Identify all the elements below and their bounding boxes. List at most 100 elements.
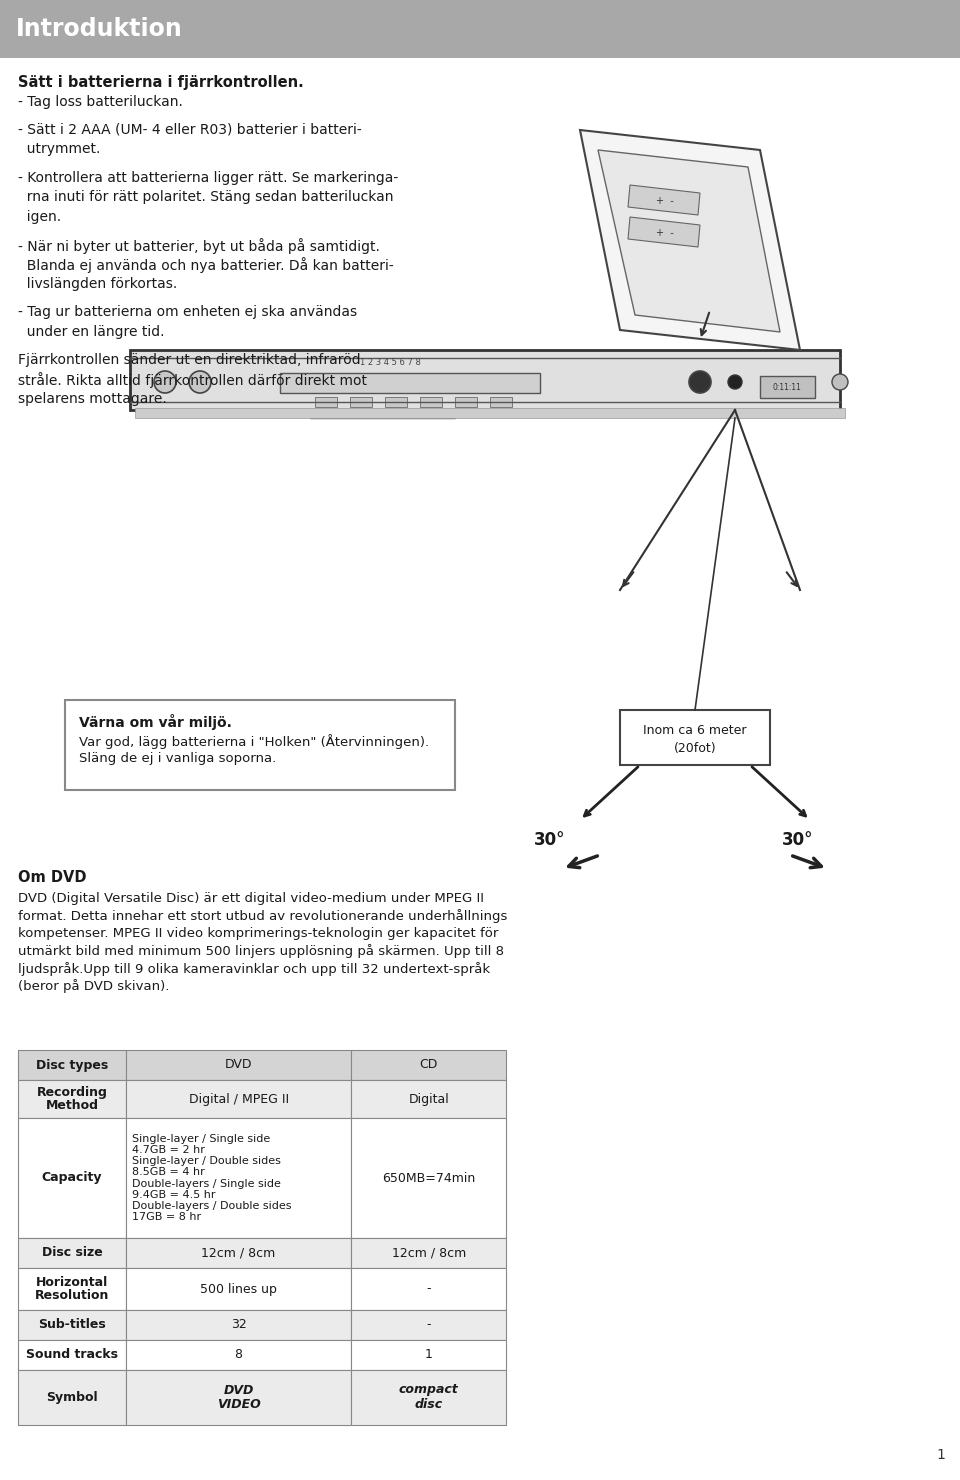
Text: - Tag loss batteriluckan.: - Tag loss batteriluckan. <box>18 95 182 108</box>
Text: 12cm / 8cm: 12cm / 8cm <box>202 1246 276 1259</box>
Bar <box>760 376 815 398</box>
Bar <box>351 1117 507 1237</box>
Circle shape <box>728 374 742 389</box>
Bar <box>490 397 512 407</box>
Bar <box>18 1268 126 1310</box>
Circle shape <box>713 221 723 229</box>
Bar <box>126 1310 351 1339</box>
Circle shape <box>638 158 648 169</box>
Circle shape <box>154 371 176 394</box>
Text: Digital / MPEG II: Digital / MPEG II <box>188 1092 289 1106</box>
Text: compact
disc: compact disc <box>398 1384 459 1412</box>
Bar <box>351 1237 507 1268</box>
Bar <box>0 0 960 58</box>
Text: Resolution: Resolution <box>35 1289 109 1302</box>
Text: rna inuti för rätt polaritet. Stäng sedan batteriluckan: rna inuti för rätt polaritet. Stäng seda… <box>18 189 394 204</box>
Bar <box>65 700 455 790</box>
Text: - Kontrollera att batterierna ligger rätt. Se markeringa-: - Kontrollera att batterierna ligger rät… <box>18 170 398 185</box>
Text: Sätt i batterierna i fjärrkontrollen.: Sätt i batterierna i fjärrkontrollen. <box>18 75 303 90</box>
Bar <box>385 397 407 407</box>
Text: format. Detta innehar ett stort utbud av revolutionerande underhållnings: format. Detta innehar ett stort utbud av… <box>18 910 508 924</box>
Text: igen.: igen. <box>18 210 61 223</box>
Polygon shape <box>625 142 695 198</box>
Text: 0:11:11: 0:11:11 <box>773 382 802 392</box>
Text: under en längre tid.: under en längre tid. <box>18 324 164 339</box>
Text: Var god, lägg batterierna i "Holken" (Återvinningen).: Var god, lägg batterierna i "Holken" (Åt… <box>79 734 429 749</box>
Text: 1 2 3 4 5 6 7 8: 1 2 3 4 5 6 7 8 <box>360 358 420 367</box>
Text: ljudspråk.Upp till 9 olika kameravinklar och upp till 32 undertext-språk: ljudspråk.Upp till 9 olika kameravinklar… <box>18 962 491 975</box>
Polygon shape <box>598 149 780 332</box>
Text: 8: 8 <box>234 1348 243 1362</box>
Bar <box>130 349 840 410</box>
Bar <box>126 1339 351 1370</box>
Text: Digital: Digital <box>408 1092 449 1106</box>
Text: +  -: + - <box>656 228 674 238</box>
Bar <box>420 397 442 407</box>
Text: 1: 1 <box>936 1447 945 1462</box>
Text: +  -: + - <box>656 195 674 206</box>
Bar <box>135 408 845 417</box>
Text: DVD
VIDEO: DVD VIDEO <box>217 1384 260 1412</box>
Bar <box>126 1080 351 1117</box>
Circle shape <box>689 371 711 394</box>
Text: DVD: DVD <box>225 1058 252 1072</box>
Text: stråle. Rikta alltid fjärrkontrollen därför direkt mot: stråle. Rikta alltid fjärrkontrollen där… <box>18 373 367 388</box>
Text: Single-layer / Double sides: Single-layer / Double sides <box>132 1156 281 1166</box>
Circle shape <box>674 172 702 200</box>
Polygon shape <box>580 130 800 349</box>
Text: Single-layer / Single side: Single-layer / Single side <box>132 1134 271 1144</box>
Bar <box>351 1080 507 1117</box>
Text: spelarens mottagare.: spelarens mottagare. <box>18 392 167 406</box>
Text: Horizontal: Horizontal <box>36 1276 108 1289</box>
Text: (beror på DVD skivan).: (beror på DVD skivan). <box>18 980 169 993</box>
Text: 17GB = 8 hr: 17GB = 8 hr <box>132 1212 202 1222</box>
Bar <box>18 1237 126 1268</box>
Text: livslängden förkortas.: livslängden förkortas. <box>18 277 178 292</box>
Bar <box>126 1237 351 1268</box>
Text: Disc size: Disc size <box>41 1246 103 1259</box>
Bar <box>126 1049 351 1080</box>
Text: 9.4GB = 4.5 hr: 9.4GB = 4.5 hr <box>132 1190 216 1200</box>
Polygon shape <box>628 185 700 215</box>
Text: Double-layers / Single side: Double-layers / Single side <box>132 1178 281 1188</box>
Polygon shape <box>667 216 732 244</box>
Text: 12cm / 8cm: 12cm / 8cm <box>392 1246 466 1259</box>
Bar <box>18 1049 126 1080</box>
Polygon shape <box>628 218 700 247</box>
Bar <box>351 1049 507 1080</box>
Bar <box>310 410 455 417</box>
Text: Om DVD: Om DVD <box>18 870 86 885</box>
Text: 32: 32 <box>230 1319 247 1332</box>
Bar <box>351 1268 507 1310</box>
Bar <box>126 1370 351 1425</box>
Text: (20fot): (20fot) <box>674 741 716 755</box>
Text: -: - <box>426 1319 431 1332</box>
Bar <box>18 1370 126 1425</box>
Text: 1: 1 <box>424 1348 433 1362</box>
Bar <box>18 1310 126 1339</box>
Text: Sound tracks: Sound tracks <box>26 1348 118 1362</box>
Bar <box>126 1268 351 1310</box>
Bar <box>351 1339 507 1370</box>
Bar <box>315 397 337 407</box>
Text: kompetenser. MPEG II video komprimerings-teknologin ger kapacitet för: kompetenser. MPEG II video komprimerings… <box>18 926 498 940</box>
Text: Sub-titles: Sub-titles <box>38 1319 106 1332</box>
Text: Recording: Recording <box>36 1086 108 1100</box>
Text: Method: Method <box>46 1098 99 1111</box>
Bar <box>620 710 770 765</box>
Bar <box>18 1339 126 1370</box>
Text: Capacity: Capacity <box>42 1172 103 1184</box>
Text: - När ni byter ut batterier, byt ut båda på samtidigt.: - När ni byter ut batterier, byt ut båda… <box>18 238 380 253</box>
Bar <box>351 1310 507 1339</box>
Circle shape <box>654 216 682 244</box>
Text: 30°: 30° <box>782 830 813 850</box>
Circle shape <box>189 371 211 394</box>
Bar <box>126 1117 351 1237</box>
Text: Inom ca 6 meter: Inom ca 6 meter <box>643 724 747 737</box>
Text: utmärkt bild med minimum 500 linjers upplösning på skärmen. Upp till 8: utmärkt bild med minimum 500 linjers upp… <box>18 944 504 959</box>
Bar <box>18 1117 126 1237</box>
Text: 650MB=74min: 650MB=74min <box>382 1172 475 1184</box>
Text: utrymmet.: utrymmet. <box>18 142 101 157</box>
Text: Introduktion: Introduktion <box>16 16 182 41</box>
Text: CD: CD <box>420 1058 438 1072</box>
